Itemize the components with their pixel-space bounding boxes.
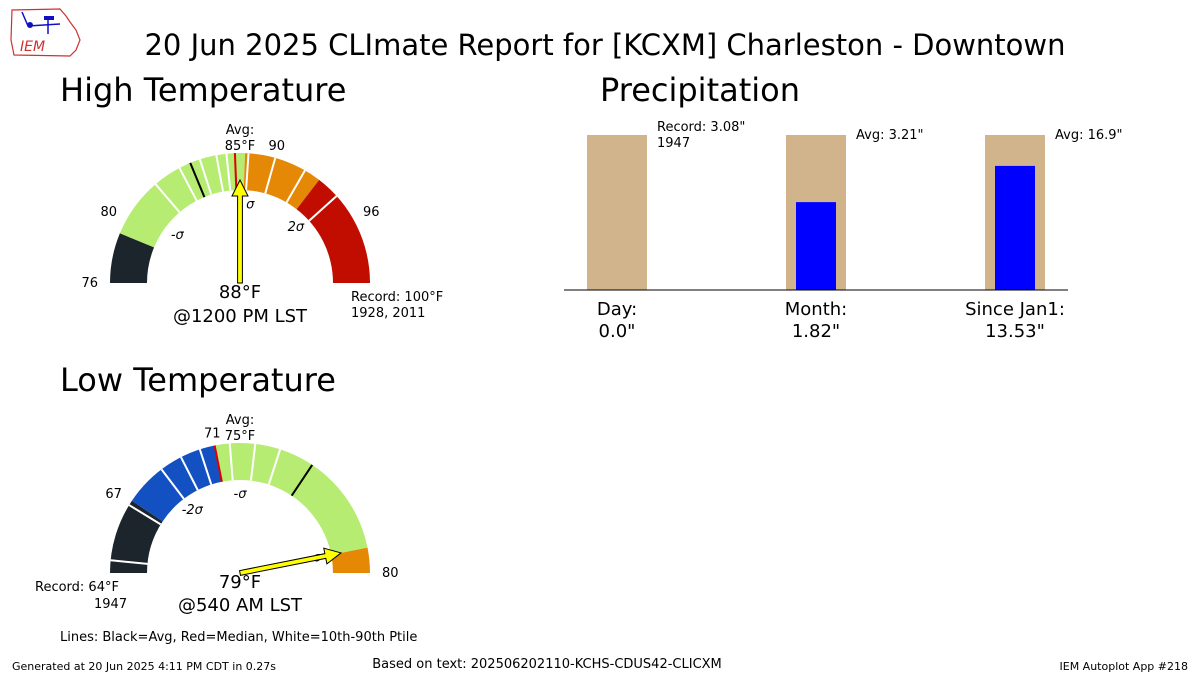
average-line [290, 464, 314, 497]
low-observed-time: @540 AM LST [178, 595, 303, 616]
high-observed-time: @1200 PM LST [173, 306, 308, 327]
sigma-label--sigma: -σ [171, 228, 185, 243]
precip-day-record: Record: 3.08" [657, 120, 745, 135]
precip-heading: Precipitation [600, 71, 800, 109]
precip-day-value: 0.0" [599, 321, 636, 342]
tick-label-80: 80 [382, 566, 399, 581]
percentile-line-5 [228, 443, 234, 481]
gauge-band-1 [131, 445, 222, 522]
tick-label-80: 80 [100, 205, 117, 220]
percentile-line-6 [264, 157, 277, 194]
precip-month-value: 1.82" [792, 321, 840, 342]
high-temp-gauge: 76 80 90 96 -σ σ 2σ [81, 139, 379, 291]
percentile-line-5 [245, 153, 250, 191]
average-line [189, 162, 206, 198]
low-record-label: Record: 64°F [35, 580, 119, 595]
high-temp-labels: Avg: 85°F 88°F @1200 PM LST Record: 100°… [173, 123, 443, 327]
percentile-line-7 [285, 169, 306, 203]
legend-note: Lines: Black=Avg, Red=Median, White=10th… [60, 630, 417, 645]
high-record-years: 1928, 2011 [351, 306, 425, 321]
percentile-line-4 [198, 449, 213, 485]
gauge-band-3 [331, 547, 370, 573]
precip-category-labels: Day: 0.0" Month: 1.82" Since Jan1: 13.53… [597, 299, 1065, 342]
precip-value-bar-1 [796, 202, 836, 290]
low-avg-label: Avg: [226, 413, 254, 428]
tick-label-90: 90 [268, 139, 285, 154]
low-record-years: 1947 [94, 597, 127, 612]
precip-ytd-avg: Avg: 16.9" [1055, 128, 1123, 143]
tick-label-67: 67 [105, 487, 122, 502]
percentile-line-0 [154, 183, 181, 213]
precip-bars [587, 135, 1045, 290]
sigma-label--2sigma: -2σ [182, 503, 204, 518]
precip-month-avg: Avg: 3.21" [856, 128, 924, 143]
median-line [233, 153, 238, 191]
gauge-band-3 [296, 179, 370, 283]
high-temp-heading: High Temperature [60, 71, 346, 109]
percentile-line-3 [180, 456, 199, 491]
percentile-line-6 [249, 443, 257, 481]
percentile-line-0 [110, 559, 148, 565]
percentile-line-4 [225, 153, 232, 191]
sigma-label-sigma: σ [246, 198, 255, 213]
precip-ytd-value: 13.53" [985, 321, 1045, 342]
low-avg-value: 75°F [225, 429, 256, 444]
gauge-band-0 [110, 500, 163, 573]
app-note: IEM Autoplot App #218 [1060, 660, 1189, 673]
gauge-band-1 [119, 153, 246, 248]
low-observed-value: 79°F [219, 572, 261, 593]
tick-label-71: 71 [204, 427, 221, 442]
tick-label-76: 76 [81, 276, 98, 291]
percentile-line-2 [160, 468, 185, 500]
high-observed-value: 88°F [219, 282, 261, 303]
percentile-line-8 [308, 195, 338, 222]
percentile-line-1 [128, 504, 162, 526]
gauge-band-0 [110, 233, 155, 283]
generated-note: Generated at 20 Jun 2025 4:11 PM CDT in … [12, 660, 276, 673]
observed-arrow [231, 178, 249, 284]
precip-value-bar-2 [995, 165, 1035, 290]
tick-label-96: 96 [363, 205, 380, 220]
high-record-label: Record: 100°F [351, 290, 443, 305]
precip-month-label: Month: [785, 299, 847, 320]
iem-logo: IEM [10, 8, 81, 57]
precip-annotations: Record: 3.08" 1947 Avg: 3.21" Avg: 16.9" [657, 120, 1123, 151]
logo-text: IEM [20, 39, 45, 55]
gauge-band-2 [243, 153, 320, 210]
precip-day-record-year: 1947 [657, 136, 690, 151]
high-avg-label: Avg: [226, 123, 254, 138]
percentile-line-1 [178, 167, 198, 202]
high-avg-value: 85°F [225, 139, 256, 154]
precip-reference-bar-0 [587, 135, 647, 290]
observed-arrow [238, 547, 343, 576]
median-line [213, 445, 223, 482]
sigma-label--sigma: -σ [234, 487, 248, 502]
precip-ytd-label: Since Jan1: [965, 299, 1065, 320]
precip-day-label: Day: [597, 299, 637, 320]
source-note: Based on text: 202506202110-KCHS-CDUS42-… [372, 657, 722, 672]
percentile-line-2 [198, 159, 213, 195]
percentile-line-7 [267, 449, 282, 485]
low-temp-heading: Low Temperature [60, 361, 336, 399]
report-title: 20 Jun 2025 CLImate Report for [KCXM] Ch… [144, 28, 1065, 62]
percentile-line-3 [215, 154, 225, 192]
sigma-label-2sigma: 2σ [288, 220, 305, 235]
low-temp-labels: Avg: 75°F 79°F @540 AM LST Record: 64°F … [35, 413, 303, 616]
